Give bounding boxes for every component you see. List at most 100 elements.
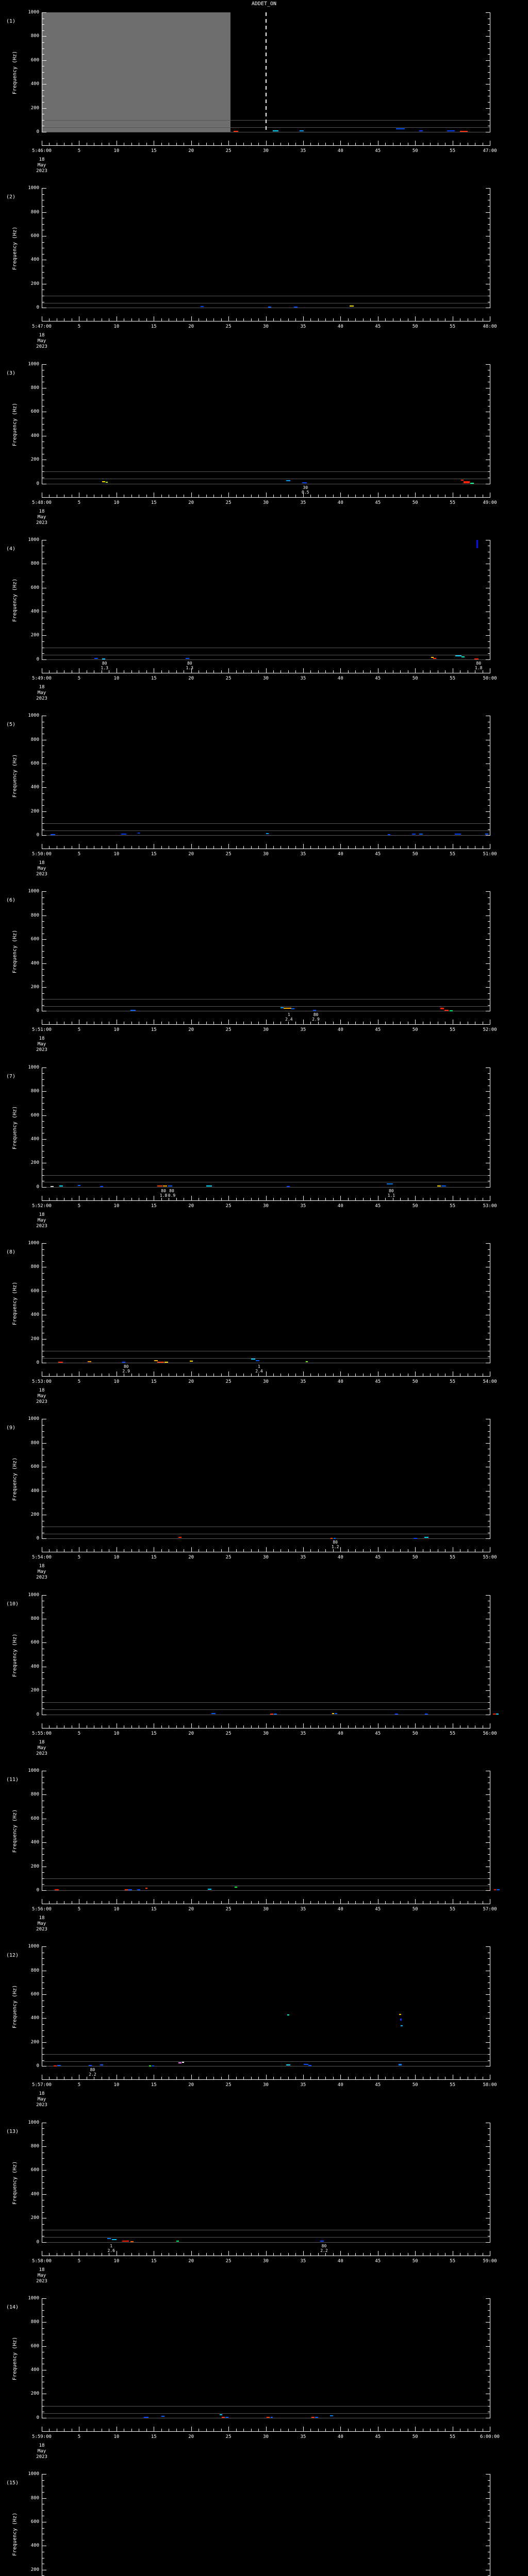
x-tick-label: 40 [337, 1731, 343, 1736]
y-tick-label: 1000 [28, 185, 39, 191]
x-tick [266, 844, 267, 849]
y-tick [42, 1884, 44, 1885]
panel: 0 200 400 600 800 1000 5 10 15 20 25 30 35 40 45 50 55 5:… [0, 703, 528, 879]
end-time-label: 51:00 [483, 852, 497, 857]
y-tick [488, 2188, 490, 2189]
x-tick [288, 846, 289, 849]
y-tick [42, 1145, 44, 1146]
x-tick [295, 1197, 296, 1200]
x-tick [325, 1374, 326, 1377]
x-tick [176, 846, 177, 849]
end-time-label: 50:00 [483, 675, 497, 681]
x-tick-label: 45 [375, 148, 381, 154]
event-marker [161, 2416, 164, 2417]
x-tick [295, 1549, 296, 1552]
x-tick [221, 143, 222, 145]
y-tick [42, 1279, 44, 1280]
y-tick [42, 1994, 46, 1995]
y-tick [42, 471, 44, 472]
event-marker [137, 1889, 141, 1890]
y-tick [486, 1443, 490, 1444]
x-tick [243, 318, 244, 321]
x-tick [228, 2075, 229, 2080]
x-tick-label: 5 [77, 852, 81, 857]
y-tick [488, 24, 490, 25]
x-tick [191, 1723, 192, 1728]
x-tick [430, 1197, 431, 1200]
gridline-100hz [42, 2054, 490, 2055]
start-time-label: 5:47:00 [32, 324, 52, 330]
y-tick [488, 2340, 490, 2341]
y-tick [486, 2298, 490, 2299]
x-tick [325, 143, 326, 145]
x-tick [280, 318, 282, 321]
x-tick-label: 5 [77, 1203, 81, 1209]
x-tick [213, 1022, 214, 1025]
x-tick [176, 1901, 177, 1904]
x-tick [288, 670, 289, 673]
x-tick [258, 1374, 259, 1377]
x-tick [161, 846, 162, 849]
x-tick [295, 318, 296, 321]
x-tick [236, 1374, 237, 1377]
y-tick-label: 400 [30, 2543, 39, 2549]
y-tick-label: 0 [36, 481, 39, 486]
y-tick [42, 78, 44, 79]
y-axis-label: Frequency (Hz) [12, 50, 18, 95]
x-tick [310, 846, 311, 849]
x-tick-label: 5 [77, 148, 81, 154]
x-tick-label: 35 [300, 1203, 306, 1209]
y-tick [488, 623, 490, 624]
x-tick [258, 1725, 259, 1728]
x-tick [362, 1022, 364, 1025]
x-tick [288, 494, 289, 497]
x-tick [318, 1022, 319, 1025]
y-tick [42, 653, 44, 654]
x-tick [303, 141, 304, 145]
time-axis [42, 1200, 490, 1201]
x-tick [318, 1197, 319, 1200]
y-tick [488, 951, 490, 952]
event-marker [399, 2064, 402, 2065]
y-tick [42, 945, 44, 946]
event-marker [255, 1360, 260, 1361]
x-tick [445, 1901, 446, 1904]
event-marker [387, 1183, 393, 1184]
x-tick-label: 20 [188, 1906, 194, 1912]
x-tick-label: 35 [300, 1027, 306, 1033]
x-tick-label: 50 [412, 1203, 418, 1209]
x-tick [333, 846, 334, 849]
event-marker [454, 834, 461, 835]
event-marker [312, 1010, 316, 1011]
x-tick [280, 1197, 282, 1200]
y-tick [488, 1168, 490, 1170]
y-tick [42, 1958, 44, 1959]
y-tick [488, 1672, 490, 1673]
x-tick-label: 55 [450, 1731, 455, 1736]
y-tick [42, 1103, 44, 1104]
x-tick-label: 40 [337, 1027, 343, 1033]
date-day: 18 [39, 1212, 45, 1217]
y-tick [488, 253, 490, 255]
x-tick [161, 494, 162, 497]
event-marker [107, 2238, 111, 2240]
y-tick [488, 2480, 490, 2481]
x-tick [362, 1374, 364, 1377]
event-annotation-line2: 2.9 [122, 1369, 130, 1374]
x-tick-label: 10 [113, 675, 120, 681]
y-tick [488, 376, 490, 377]
x-tick-label: 10 [113, 148, 120, 154]
x-tick-label: 15 [151, 1555, 157, 1561]
y-tick [42, 2528, 44, 2529]
x-tick-label: 35 [300, 148, 306, 154]
x-tick [340, 316, 341, 321]
y-tick [488, 2316, 490, 2317]
x-tick [258, 143, 259, 145]
y-tick [42, 1982, 44, 1983]
y-tick [42, 1157, 44, 1158]
x-tick [385, 318, 386, 321]
x-tick [303, 492, 304, 497]
y-tick-label: 400 [30, 1840, 39, 1845]
y-tick [42, 2194, 46, 2195]
x-tick-label: 30 [263, 500, 269, 505]
